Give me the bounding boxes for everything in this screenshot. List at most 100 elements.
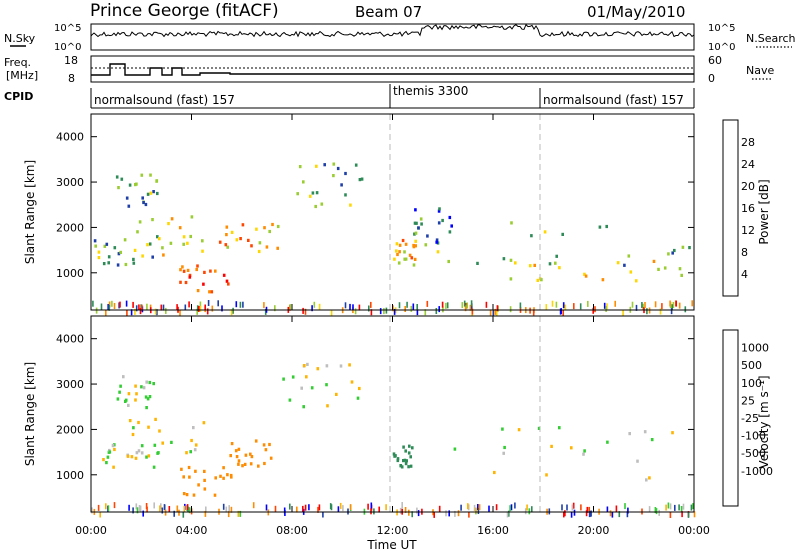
echo-cell bbox=[624, 503, 626, 510]
colorbar-tick-label: -1000 bbox=[741, 465, 773, 478]
echo-cell bbox=[545, 473, 548, 477]
echo-cell bbox=[509, 505, 511, 512]
echo-cell bbox=[188, 301, 190, 308]
echo-cell bbox=[489, 309, 492, 316]
echo-cell bbox=[340, 183, 343, 187]
echo-cell bbox=[206, 308, 209, 315]
echo-cell bbox=[111, 444, 115, 448]
echo-cell bbox=[461, 302, 464, 309]
echo-cell bbox=[681, 245, 685, 249]
echo-cell bbox=[551, 300, 554, 307]
echo-cell bbox=[128, 183, 132, 187]
echo-cell bbox=[502, 257, 506, 261]
echo-cell bbox=[136, 230, 139, 234]
y-tick-label: 4000 bbox=[56, 131, 84, 144]
echo-cell bbox=[158, 429, 161, 433]
echo-cell bbox=[332, 162, 336, 166]
echo-cell bbox=[636, 459, 639, 463]
echo-cell bbox=[111, 300, 113, 307]
echo-cell bbox=[589, 510, 592, 517]
echo-cell bbox=[276, 224, 280, 229]
echo-cell bbox=[268, 229, 271, 234]
echo-cell bbox=[399, 507, 402, 514]
echo-cell bbox=[398, 250, 401, 254]
echo-cell bbox=[448, 230, 452, 234]
echo-cell bbox=[302, 505, 304, 512]
echo-cell bbox=[447, 259, 450, 264]
echo-cell bbox=[566, 504, 568, 511]
echo-cell bbox=[217, 300, 219, 307]
echo-cell bbox=[196, 308, 198, 315]
echo-cell bbox=[648, 476, 651, 480]
echo-cell bbox=[488, 505, 490, 512]
echo-cell bbox=[412, 303, 415, 310]
echo-cell bbox=[393, 257, 396, 261]
echo-cell bbox=[540, 278, 543, 282]
echo-cell bbox=[426, 234, 429, 238]
station-title: Prince George (fitACF) bbox=[90, 1, 279, 21]
echo-cell bbox=[445, 510, 447, 517]
x-tick-label: 16:00 bbox=[477, 524, 509, 537]
echo-cell bbox=[117, 252, 121, 256]
echo-cell bbox=[138, 220, 142, 224]
echo-cell bbox=[119, 250, 122, 254]
echo-cell bbox=[492, 309, 495, 316]
echo-cell bbox=[414, 208, 417, 212]
echo-cell bbox=[561, 232, 564, 236]
echo-cell bbox=[644, 302, 646, 308]
echo-cell bbox=[601, 278, 605, 282]
echo-cell bbox=[135, 451, 139, 455]
echo-cell bbox=[156, 309, 158, 316]
echo-cell bbox=[225, 233, 228, 237]
y-tick-label: 2000 bbox=[56, 423, 84, 436]
echo-cell bbox=[354, 308, 357, 315]
echo-cell bbox=[115, 175, 119, 179]
echo-cell bbox=[657, 267, 660, 271]
echo-cell bbox=[337, 506, 340, 513]
x-tick-label: 00:00 bbox=[678, 524, 710, 537]
echo-cell bbox=[517, 428, 521, 432]
echo-cell bbox=[185, 493, 189, 497]
echo-cell bbox=[477, 508, 480, 514]
echo-cell bbox=[626, 511, 629, 518]
echo-cell bbox=[571, 504, 574, 511]
echo-cell bbox=[237, 459, 241, 463]
echo-cell bbox=[495, 309, 498, 316]
echo-cell bbox=[168, 506, 171, 512]
echo-cell bbox=[148, 242, 152, 246]
echo-cell bbox=[148, 380, 152, 385]
echo-cell bbox=[609, 510, 612, 517]
echo-cell bbox=[379, 308, 382, 315]
echo-cell bbox=[684, 306, 687, 313]
echo-cell bbox=[396, 458, 400, 463]
nsky-trace bbox=[90, 23, 695, 49]
echo-cell bbox=[241, 223, 245, 227]
echo-cell bbox=[529, 307, 531, 314]
echo-cell bbox=[558, 266, 561, 270]
x-tick-label: 20:00 bbox=[578, 524, 610, 537]
echo-cell bbox=[583, 272, 586, 276]
echo-cell bbox=[153, 443, 157, 447]
echo-cell bbox=[349, 203, 352, 207]
echo-cell bbox=[105, 309, 107, 316]
echo-cell bbox=[438, 306, 440, 313]
echo-cell bbox=[199, 305, 202, 312]
echo-cell bbox=[583, 449, 586, 453]
colorbar-tick-label: 12 bbox=[741, 224, 755, 237]
echo-cell bbox=[184, 304, 187, 311]
echo-cell bbox=[142, 510, 144, 517]
echo-cell bbox=[493, 470, 496, 475]
echo-cell bbox=[300, 386, 303, 390]
echo-cell bbox=[561, 504, 563, 511]
echo-cell bbox=[288, 398, 292, 402]
echo-cell bbox=[201, 239, 204, 243]
echo-cell bbox=[360, 177, 364, 181]
echo-cell bbox=[136, 507, 139, 514]
nave-tick-bottom: 0 bbox=[708, 72, 715, 85]
echo-cell bbox=[142, 386, 146, 390]
echo-cell bbox=[414, 231, 418, 235]
echo-cell bbox=[222, 273, 226, 277]
echo-cell bbox=[400, 465, 404, 469]
echo-cell bbox=[548, 262, 552, 266]
echo-cell bbox=[467, 504, 470, 511]
